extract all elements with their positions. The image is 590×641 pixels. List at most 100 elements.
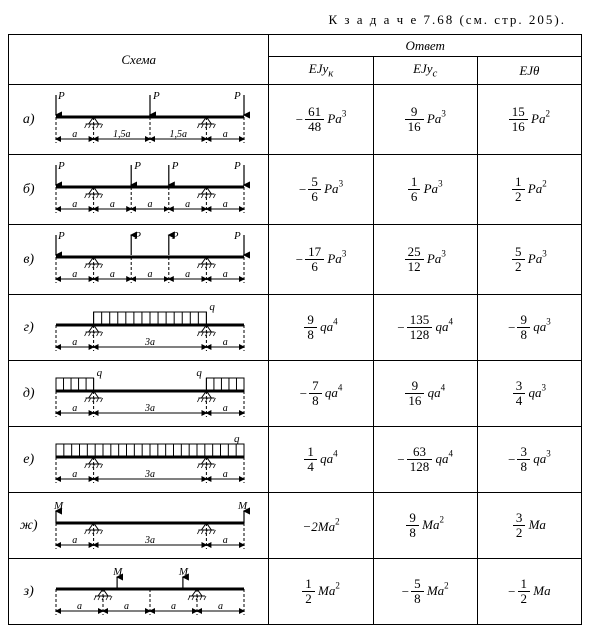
svg-text:P: P — [233, 230, 241, 242]
svg-text:M: M — [178, 566, 189, 578]
answer-cell: −78 qa4 — [269, 361, 373, 427]
row-label: е) — [18, 452, 40, 468]
answer-cell: 16 Pa3 — [373, 155, 477, 225]
answer-table: Схема Ответ EJyк EJyс EJθ а) P P Pa 1,5a 1,5a… — [8, 34, 582, 625]
svg-text:1,5a: 1,5a — [169, 129, 187, 140]
schema-cell: е) q a 3a a — [9, 427, 269, 493]
answer-cell: 12 Ma2 — [269, 559, 373, 625]
svg-text:a: a — [72, 535, 77, 546]
schema-cell: б) P P P Pa a a a a — [9, 155, 269, 225]
schema-cell: а) P P Pa 1,5a 1,5a a — [9, 85, 269, 155]
answer-cell: 98 Ma2 — [373, 493, 477, 559]
svg-text:a: a — [222, 337, 227, 348]
answer-cell: 52 Pa3 — [477, 225, 581, 295]
svg-text:M: M — [237, 500, 248, 512]
svg-text:a: a — [222, 535, 227, 546]
table-row: д)qqa3aa−78 qa4916 qa434 qa3 — [9, 361, 582, 427]
answer-cell: −58 Ma2 — [373, 559, 477, 625]
table-row: б) P P P Pa a a a a −56 Pa316 Pa312 Pa2 — [9, 155, 582, 225]
header-col1: EJyк — [269, 57, 373, 85]
svg-text:M: M — [53, 500, 64, 512]
svg-text:q: q — [196, 367, 202, 379]
svg-text:3a: 3a — [144, 535, 155, 546]
header-col2: EJyс — [373, 57, 477, 85]
answer-cell: 98 qa4 — [269, 295, 373, 361]
svg-text:a: a — [77, 601, 82, 612]
svg-text:a: a — [222, 199, 227, 210]
svg-text:a: a — [147, 269, 152, 280]
table-row: ж) M Ma 3a a −2Ma298 Ma232 Ma — [9, 493, 582, 559]
answer-cell: −176 Pa3 — [269, 225, 373, 295]
answer-cell: −63128 qa4 — [373, 427, 477, 493]
svg-text:a: a — [185, 199, 190, 210]
svg-text:a: a — [72, 469, 77, 480]
svg-text:P: P — [171, 230, 179, 242]
svg-text:a: a — [222, 269, 227, 280]
answer-cell: 2512 Pa3 — [373, 225, 477, 295]
svg-text:a: a — [185, 269, 190, 280]
svg-text:a: a — [72, 269, 77, 280]
svg-text:a: a — [147, 199, 152, 210]
answer-cell: 916 Pa3 — [373, 85, 477, 155]
schema-cell: в) P P P Pa a a a a — [9, 225, 269, 295]
svg-text:P: P — [171, 160, 179, 172]
table-row: в) P P P Pa a a a a −176 Pa32512 Pa352 Pa3 — [9, 225, 582, 295]
answer-cell: 1516 Pa2 — [477, 85, 581, 155]
header-schema: Схема — [9, 35, 269, 85]
table-row: е) q a 3a a 14 qa4−63128 qa4−38 qa3 — [9, 427, 582, 493]
svg-text:a: a — [218, 601, 223, 612]
answer-cell: 14 qa4 — [269, 427, 373, 493]
header-answer: Ответ — [269, 35, 582, 57]
row-label: а) — [18, 112, 40, 128]
svg-text:a: a — [222, 129, 227, 140]
answer-cell: 916 qa4 — [373, 361, 477, 427]
svg-text:q: q — [234, 433, 240, 445]
answer-cell: −56 Pa3 — [269, 155, 373, 225]
header-col3: EJθ — [477, 57, 581, 85]
answer-cell: −12 Ma — [477, 559, 581, 625]
svg-text:a: a — [72, 129, 77, 140]
svg-text:a: a — [222, 469, 227, 480]
svg-text:a: a — [124, 601, 129, 612]
svg-text:q: q — [209, 301, 215, 313]
svg-text:P: P — [133, 160, 141, 172]
svg-text:P: P — [57, 90, 65, 102]
svg-text:a: a — [222, 403, 227, 414]
svg-text:3a: 3a — [144, 337, 155, 348]
svg-text:a: a — [110, 199, 115, 210]
row-label: г) — [18, 320, 40, 336]
svg-text:a: a — [171, 601, 176, 612]
schema-cell: г) q a 3a a — [9, 295, 269, 361]
row-label: в) — [18, 252, 40, 268]
svg-text:P: P — [152, 90, 160, 102]
svg-text:3a: 3a — [144, 469, 155, 480]
svg-text:a: a — [72, 403, 77, 414]
answer-cell: −38 qa3 — [477, 427, 581, 493]
answer-cell: −6148 Pa3 — [269, 85, 373, 155]
svg-text:1,5a: 1,5a — [113, 129, 131, 140]
problem-caption: К з а д а ч е 7.68 (см. стр. 205). — [8, 12, 566, 28]
schema-cell: ж) M Ma 3a a — [9, 493, 269, 559]
svg-text:a: a — [110, 269, 115, 280]
svg-text:a: a — [72, 337, 77, 348]
answer-cell: 34 qa3 — [477, 361, 581, 427]
svg-text:P: P — [233, 160, 241, 172]
table-row: г)qa3aa98 qa4−135128 qa4−98 qa3 — [9, 295, 582, 361]
svg-text:P: P — [57, 230, 65, 242]
answer-cell: 32 Ma — [477, 493, 581, 559]
table-row: з) M Ma a a a 12 Ma2−58 Ma2−12 Ma — [9, 559, 582, 625]
svg-text:a: a — [72, 199, 77, 210]
answer-cell: −2Ma2 — [269, 493, 373, 559]
row-label: ж) — [18, 518, 40, 534]
svg-text:M: M — [112, 566, 123, 578]
svg-text:P: P — [233, 90, 241, 102]
schema-cell: д)qqa3aa — [9, 361, 269, 427]
svg-text:P: P — [133, 230, 141, 242]
row-label: б) — [18, 182, 40, 198]
svg-text:q: q — [96, 367, 102, 379]
answer-cell: 12 Pa2 — [477, 155, 581, 225]
answer-cell: −135128 qa4 — [373, 295, 477, 361]
row-label: з) — [18, 584, 40, 600]
svg-text:P: P — [57, 160, 65, 172]
schema-cell: з) M Ma a a a — [9, 559, 269, 625]
